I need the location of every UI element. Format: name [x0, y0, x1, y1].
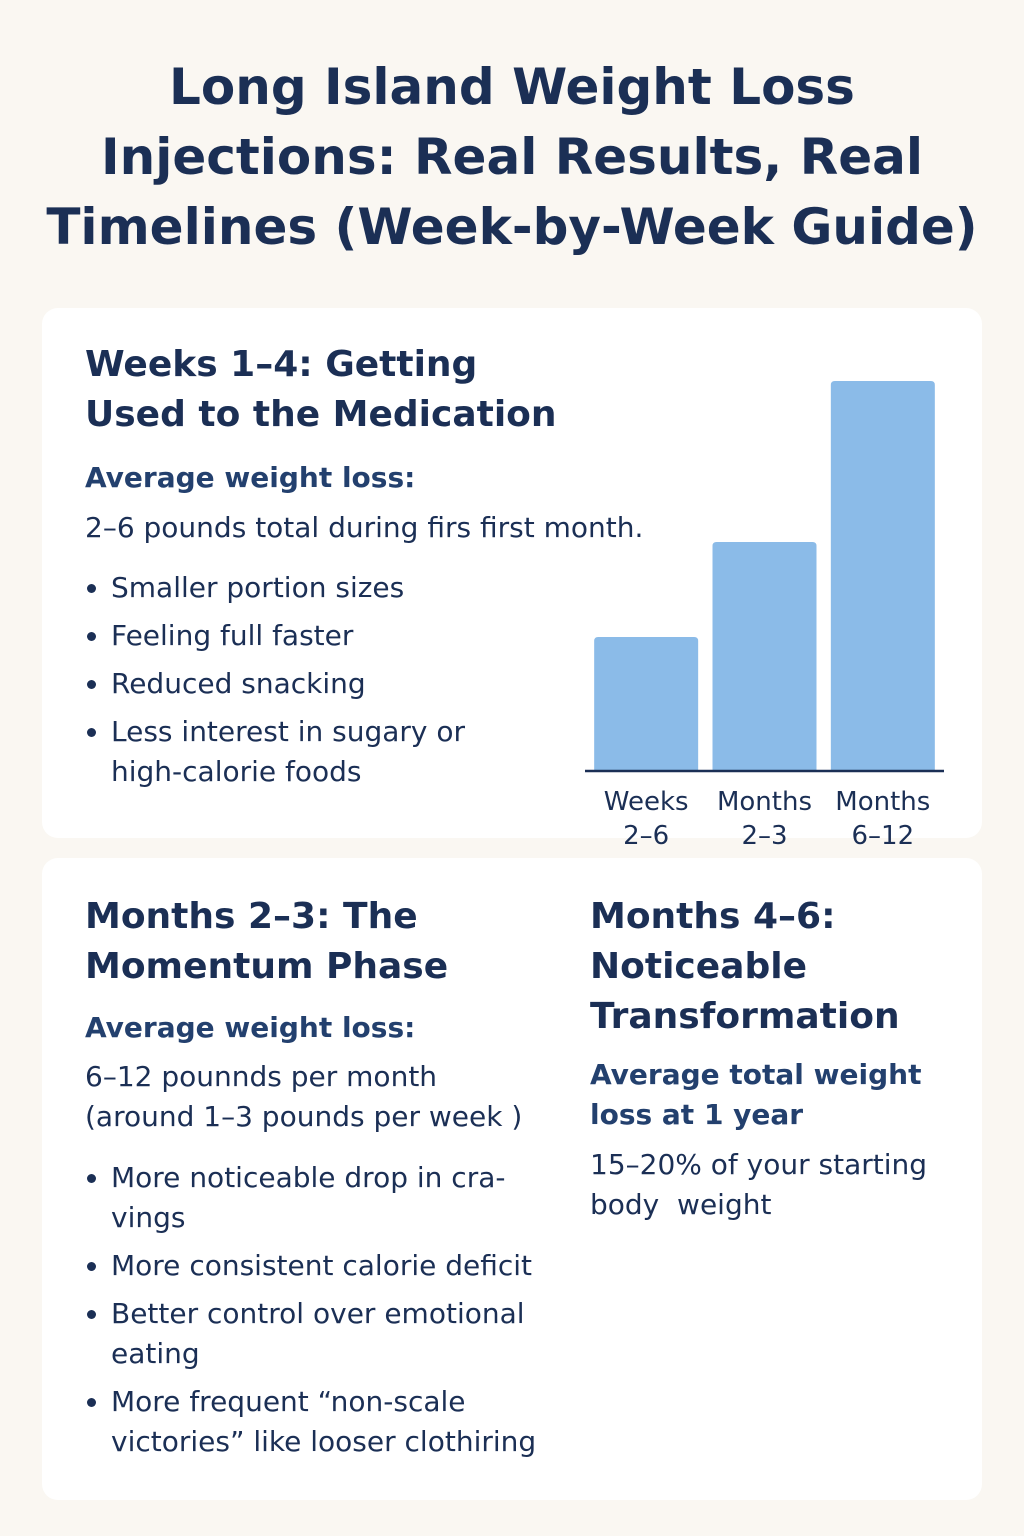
heading: Weeks 1–4: Getting Used to the Medicatio… [85, 344, 557, 435]
label: Average weight loss: [85, 461, 416, 494]
text: 6–12 pounnds per month (around 1–3 pound… [85, 1060, 523, 1133]
heading: Months 4–6: Noticeable Transformation [590, 896, 900, 1037]
card [42, 858, 982, 1500]
bullet: Reduced snacking [111, 664, 531, 704]
bar [594, 637, 699, 771]
card [42, 308, 982, 838]
bullet: More consistent calorie deficit [111, 1246, 561, 1286]
x-tick-label: Months 2–3 [716, 787, 813, 851]
x-tick-label: Weeks 2–6 [603, 787, 689, 851]
bullet-list: Smaller portion sizes Feeling full faste… [85, 568, 531, 800]
bullet-list: More noticeable drop in cra-vings More c… [85, 1158, 561, 1470]
title: Long Island Weight Loss Injections: Real… [46, 58, 978, 256]
bullet: More frequent “non-scale victories” like… [111, 1382, 561, 1462]
bullet: Better control over emotional eating [111, 1294, 561, 1374]
bar [712, 542, 817, 771]
text: 15–20% of your starting body weight [590, 1148, 928, 1221]
x-tick-label: Months 6–12 [835, 787, 931, 851]
label: Average total weight loss at 1 year [590, 1058, 922, 1131]
bullet: More noticeable drop in cra-vings [111, 1158, 561, 1238]
bullet: Feeling full faster [111, 616, 531, 656]
heading: Months 2–3: The Momentum Phase [85, 896, 449, 987]
text: 2–6 pounds total during firs first month… [85, 511, 644, 544]
bullet: Smaller portion sizes [111, 568, 531, 608]
chart [585, 381, 944, 773]
label: Average weight loss: [85, 1011, 416, 1044]
bar [830, 381, 935, 771]
bullet: Less interest in sugary or high-calorie … [111, 712, 531, 792]
